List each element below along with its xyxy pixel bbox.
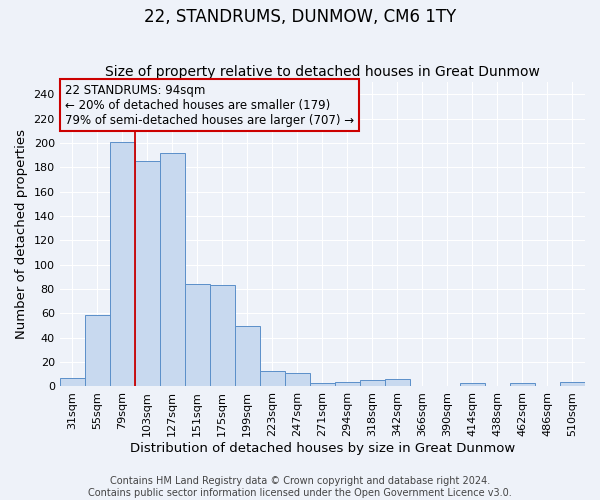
Bar [335,382,360,386]
Bar [360,380,385,386]
Text: 22, STANDRUMS, DUNMOW, CM6 1TY: 22, STANDRUMS, DUNMOW, CM6 1TY [144,8,456,26]
Bar [110,142,135,386]
Bar [160,152,185,386]
Y-axis label: Number of detached properties: Number of detached properties [15,130,28,340]
Text: Contains HM Land Registry data © Crown copyright and database right 2024.
Contai: Contains HM Land Registry data © Crown c… [88,476,512,498]
Bar [235,326,260,386]
Title: Size of property relative to detached houses in Great Dunmow: Size of property relative to detached ho… [105,66,540,80]
X-axis label: Distribution of detached houses by size in Great Dunmow: Distribution of detached houses by size … [130,442,515,455]
Bar [135,161,160,386]
Bar [310,383,335,386]
Bar [260,370,285,386]
Bar [85,314,110,386]
Bar [510,383,535,386]
Text: 22 STANDRUMS: 94sqm
← 20% of detached houses are smaller (179)
79% of semi-detac: 22 STANDRUMS: 94sqm ← 20% of detached ho… [65,84,354,126]
Bar [59,378,85,386]
Bar [285,373,310,386]
Bar [560,382,585,386]
Bar [210,286,235,386]
Bar [385,379,410,386]
Bar [185,284,210,386]
Bar [460,383,485,386]
